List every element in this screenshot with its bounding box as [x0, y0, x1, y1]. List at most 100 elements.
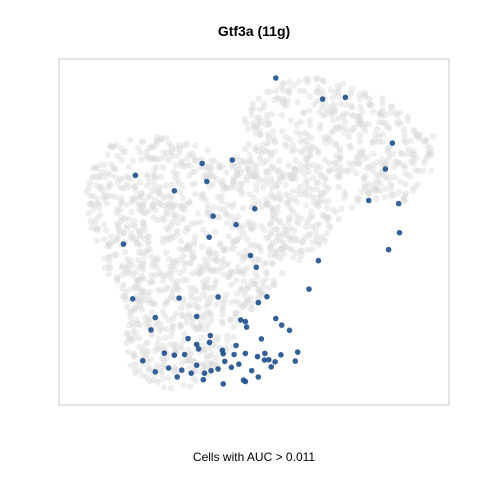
background-cell-point [153, 322, 160, 329]
background-cell-point [206, 353, 214, 360]
high-auc-cell-point [242, 350, 249, 357]
background-cell-point [198, 268, 206, 275]
background-cell-point [322, 139, 329, 146]
background-cell-point [197, 218, 204, 226]
background-cell-point [119, 229, 126, 237]
background-cell-point [223, 169, 230, 176]
background-cell-point [145, 155, 152, 162]
background-cell-point [245, 218, 252, 225]
background-cell-point [230, 244, 238, 251]
background-cell-point [291, 171, 299, 178]
background-cell-point [182, 245, 190, 253]
background-cell-point [181, 206, 188, 213]
background-cell-point [173, 283, 180, 290]
background-cell-point [189, 255, 197, 262]
background-cell-point [201, 311, 208, 318]
high-auc-cell-point [255, 299, 262, 306]
background-cell-point [110, 143, 118, 150]
background-cell-point [200, 190, 207, 198]
background-cell-point [152, 256, 159, 264]
high-auc-cell-point [120, 241, 127, 247]
background-cell-point [161, 154, 168, 161]
background-cell-point [382, 161, 389, 168]
background-cell-point [191, 237, 198, 245]
background-cell-point [101, 264, 109, 271]
background-cell-point [114, 209, 121, 217]
background-cell-point [140, 209, 147, 217]
background-cell-point [265, 199, 272, 206]
high-auc-cell-point [207, 332, 214, 339]
background-cell-point [384, 145, 392, 152]
background-cell-point [146, 144, 153, 151]
background-cell-point [287, 223, 294, 231]
background-cell-point [188, 294, 195, 301]
background-cell-point [316, 109, 323, 116]
background-cell-point [307, 147, 314, 155]
background-cell-point [200, 291, 207, 298]
background-cell-point [100, 236, 108, 243]
background-cell-point [255, 198, 262, 205]
background-cell-point [238, 285, 245, 292]
background-cell-point [401, 163, 408, 171]
background-cell-point [149, 201, 157, 209]
background-cell-point [337, 100, 345, 108]
background-cell-point [191, 302, 198, 309]
background-cell-point [407, 137, 415, 145]
background-cell-point [128, 335, 135, 342]
background-cell-point [335, 115, 342, 122]
background-cell-point [178, 345, 185, 352]
background-cell-point [212, 354, 220, 362]
background-cell-point [154, 255, 161, 262]
background-cell-point [358, 121, 365, 128]
background-cell-point [252, 269, 259, 276]
background-cell-point [117, 184, 125, 191]
background-cell-point [171, 341, 178, 348]
background-cell-point [140, 201, 147, 209]
background-cell-point [101, 173, 108, 180]
background-cell-point [338, 123, 345, 130]
background-cell-point [186, 357, 194, 364]
background-cell-point [387, 181, 394, 188]
background-cell-point [134, 292, 141, 299]
background-cell-point [237, 170, 244, 177]
background-cell-point [131, 352, 138, 359]
background-cell-point [263, 167, 271, 175]
background-cell-point [307, 121, 314, 129]
background-cell-point [266, 221, 274, 228]
background-cell-point [263, 235, 270, 242]
background-cell-point [113, 275, 121, 282]
background-cell-point [375, 138, 382, 145]
background-cell-point [329, 107, 337, 115]
background-cell-point [111, 251, 119, 259]
background-cell-point [414, 132, 421, 139]
background-cell-point [179, 204, 186, 211]
background-cell-point [85, 210, 92, 217]
background-cell-point [136, 367, 143, 374]
background-cell-point [309, 239, 316, 246]
background-cell-point [402, 189, 409, 197]
background-cell-point [181, 330, 188, 338]
background-cell-point [304, 159, 311, 166]
background-cell-point [286, 171, 294, 178]
background-cell-point [169, 218, 176, 226]
background-cell-point [293, 128, 301, 136]
background-cell-point [291, 168, 298, 175]
background-cell-point [354, 198, 361, 205]
high-auc-cell-point [278, 352, 284, 358]
background-cell-point [125, 174, 132, 182]
background-cell-point [360, 123, 367, 131]
background-cell-point [179, 246, 186, 254]
background-cell-point [234, 172, 241, 179]
background-cell-point [175, 285, 182, 293]
background-cell-point [296, 131, 303, 138]
background-cell-point [236, 166, 244, 174]
background-cell-point [162, 325, 170, 333]
background-cell-point [301, 129, 309, 137]
background-cell-point [322, 174, 329, 181]
background-cell-point [190, 154, 197, 161]
background-cell-point [370, 108, 377, 116]
background-cell-point [123, 225, 130, 232]
background-cell-point [92, 173, 99, 180]
background-cell-point [114, 277, 121, 285]
background-cell-point [153, 134, 161, 141]
